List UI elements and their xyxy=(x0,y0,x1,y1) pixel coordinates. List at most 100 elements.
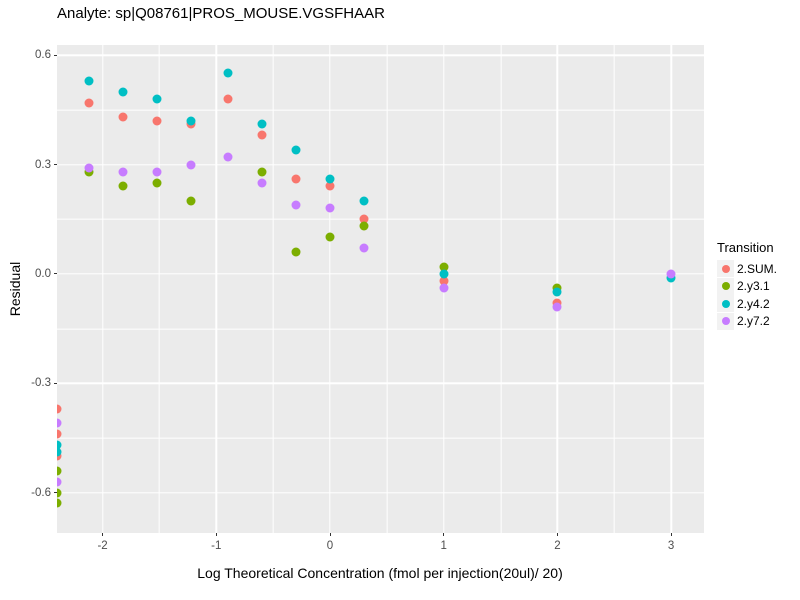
data-point xyxy=(152,167,162,177)
data-point xyxy=(223,94,233,104)
legend-title: Transition xyxy=(717,240,774,255)
gridline-minor-y xyxy=(57,328,704,329)
data-point xyxy=(291,247,301,257)
data-point xyxy=(439,283,449,293)
data-point xyxy=(152,94,162,104)
data-point xyxy=(118,87,128,97)
gridline-major-y xyxy=(57,163,704,166)
data-point xyxy=(291,174,301,184)
data-point xyxy=(152,178,162,188)
data-point xyxy=(359,221,369,231)
data-point xyxy=(291,200,301,210)
y-axis-tick xyxy=(54,492,57,494)
data-point xyxy=(325,203,335,213)
data-point xyxy=(439,262,449,272)
x-axis-tick xyxy=(102,533,104,536)
legend-key xyxy=(717,260,734,278)
data-point xyxy=(57,447,62,457)
gridline-major-x xyxy=(670,45,672,533)
data-point xyxy=(118,167,128,177)
data-point xyxy=(257,178,267,188)
data-point xyxy=(257,167,267,177)
plot-panel xyxy=(57,45,704,533)
legend-item: 2.y3.1 xyxy=(717,277,777,296)
gridline-major-y xyxy=(57,273,704,275)
legend-key-dot xyxy=(721,282,730,291)
data-point xyxy=(57,404,62,414)
gridline-minor-x xyxy=(613,45,615,533)
data-point xyxy=(84,98,94,108)
gridline-minor-x xyxy=(272,45,274,533)
legend-key-dot xyxy=(721,317,730,326)
legend-key xyxy=(717,277,734,295)
gridline-minor-y xyxy=(57,218,704,220)
data-point xyxy=(666,269,676,279)
y-tick-label: 0.3 xyxy=(35,158,51,171)
y-tick-label: -0.3 xyxy=(31,377,51,390)
data-point xyxy=(359,243,369,253)
data-point xyxy=(57,477,62,487)
data-point xyxy=(152,116,162,126)
data-point xyxy=(57,418,62,428)
x-axis-tick xyxy=(215,533,217,536)
data-point xyxy=(257,119,267,129)
data-point xyxy=(439,269,449,279)
x-axis-title: Log Theoretical Concentration (fmol per … xyxy=(197,565,563,581)
data-point xyxy=(325,181,335,191)
data-point xyxy=(57,466,62,476)
legend: Transition 2.SUM. 2.y3.1 2.y4.2 2.y7.2 xyxy=(717,240,777,330)
x-tick-label: 1 xyxy=(440,540,447,552)
x-tick-label: 0 xyxy=(326,540,334,552)
data-point xyxy=(257,130,267,140)
x-tick-label: 2 xyxy=(554,540,561,552)
legend-item: 2.y7.2 xyxy=(717,312,777,331)
x-tick-label: 3 xyxy=(667,540,675,552)
data-point xyxy=(57,429,62,439)
gridline-minor-x xyxy=(159,45,160,533)
data-point xyxy=(325,232,335,242)
gridline-major-x xyxy=(101,45,104,533)
gridline-major-y xyxy=(57,491,704,494)
legend-key-dot xyxy=(721,264,730,273)
legend-key-dot xyxy=(721,299,730,308)
gridline-minor-x xyxy=(386,45,388,533)
data-point xyxy=(118,181,128,191)
x-tick-label: -1 xyxy=(211,540,222,552)
y-tick-label: -0.6 xyxy=(31,486,51,499)
data-point xyxy=(84,76,94,86)
data-point xyxy=(57,488,62,498)
y-axis-tick xyxy=(54,164,57,166)
y-axis-tick xyxy=(54,382,57,384)
data-point xyxy=(186,116,196,126)
gridline-minor-y xyxy=(57,437,704,439)
y-axis-tick xyxy=(54,54,57,56)
data-point xyxy=(223,68,233,78)
gridline-minor-x xyxy=(500,45,501,533)
data-point xyxy=(57,498,62,508)
data-point xyxy=(84,163,94,173)
gridline-major-x xyxy=(215,45,217,533)
x-axis-tick xyxy=(556,533,558,536)
data-point xyxy=(291,145,301,155)
gridline-major-y xyxy=(57,54,704,56)
gridline-major-y xyxy=(57,382,704,384)
data-point xyxy=(223,152,233,162)
y-axis-tick xyxy=(54,273,57,275)
gridline-major-x xyxy=(329,45,331,533)
x-tick-label: -2 xyxy=(97,540,108,552)
x-axis-tick xyxy=(670,533,672,536)
data-point xyxy=(186,196,196,206)
legend-item-label: 2.y3.1 xyxy=(737,279,770,294)
legend-item: 2.SUM. xyxy=(717,260,777,278)
x-axis-tick xyxy=(329,533,331,536)
legend-item-label: 2.y7.2 xyxy=(737,314,770,329)
x-axis-tick xyxy=(443,533,445,536)
data-point xyxy=(359,196,369,206)
data-point xyxy=(359,214,369,224)
legend-items: 2.SUM. 2.y3.1 2.y4.2 2.y7.2 xyxy=(717,260,777,330)
y-tick-label: 0.6 xyxy=(35,49,51,62)
legend-item: 2.y4.2 xyxy=(717,295,777,313)
y-tick-label: 0.0 xyxy=(35,267,51,280)
data-point xyxy=(118,112,128,122)
data-point xyxy=(439,276,449,286)
